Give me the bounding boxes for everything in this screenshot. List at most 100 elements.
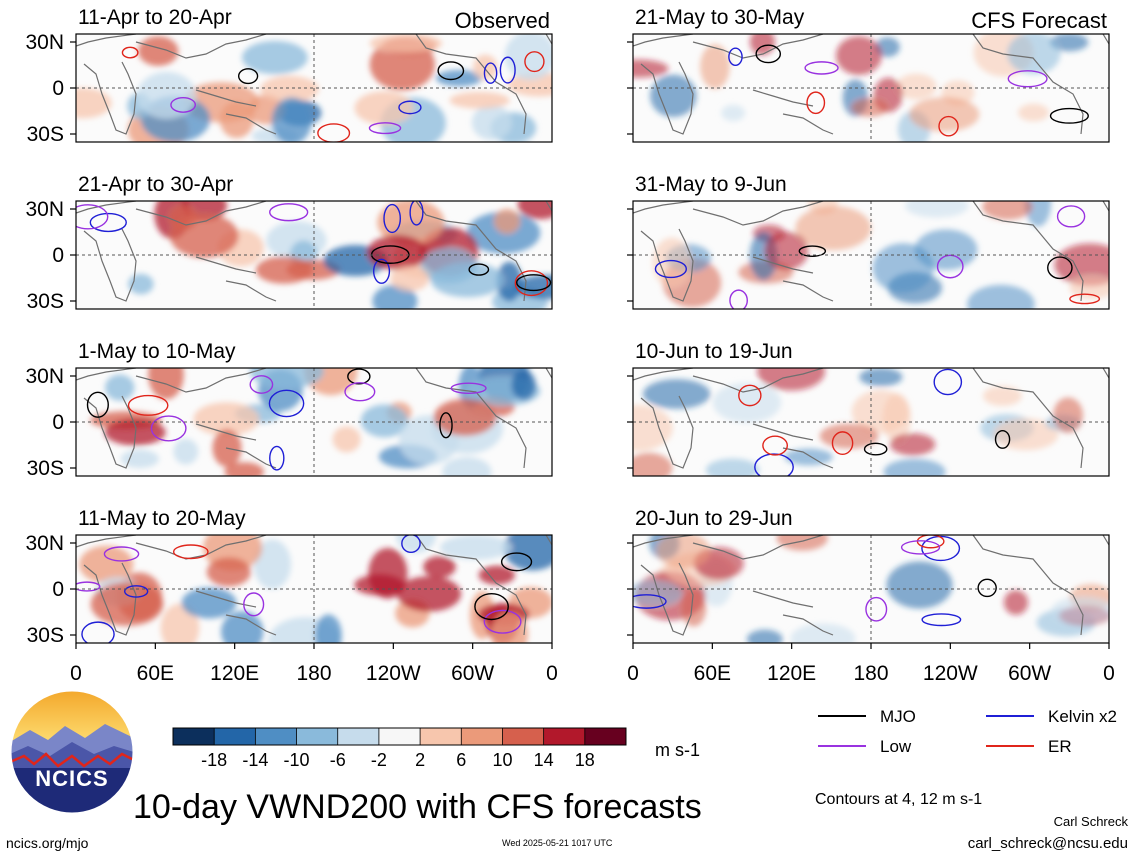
contour-line xyxy=(103,546,140,562)
panel-date-range: 11-Apr to 20-Apr xyxy=(78,6,232,29)
wind-anomaly-blob xyxy=(219,101,254,139)
contour-line xyxy=(483,609,522,634)
wind-anomaly-blob xyxy=(650,74,697,118)
wind-anomaly-blob xyxy=(367,234,427,271)
website-link[interactable]: ncics.org/mjo xyxy=(6,835,89,851)
wind-anomaly-blob xyxy=(982,201,1033,220)
contour-line xyxy=(900,540,941,555)
author-email: carl_schreck@ncsu.edu xyxy=(968,835,1128,852)
wind-field xyxy=(633,201,1109,309)
contour-line xyxy=(268,389,305,418)
wind-anomaly-blob xyxy=(859,368,903,387)
contour-line xyxy=(89,212,127,233)
wind-anomaly-blob xyxy=(221,611,264,643)
wind-anomaly-blob xyxy=(757,368,826,391)
colorbar-swatch xyxy=(543,728,586,745)
coastline xyxy=(752,256,834,302)
colorbar-tick-label: -2 xyxy=(371,750,387,770)
wind-anomaly-blob xyxy=(439,535,512,560)
wind-anomaly-blob xyxy=(354,91,414,125)
contour-line xyxy=(170,97,197,113)
signal-contours xyxy=(738,368,1011,476)
contour-line xyxy=(499,56,516,84)
x-tick-label: 120W xyxy=(366,662,421,685)
signal-contours xyxy=(728,44,1089,137)
x-tick-label: 60E xyxy=(137,662,174,685)
coastline xyxy=(1102,368,1109,379)
coastline xyxy=(76,201,137,302)
coastline xyxy=(972,368,1084,469)
contour-line xyxy=(921,613,962,627)
wind-anomaly-blob xyxy=(872,243,934,293)
wind-field xyxy=(76,535,552,643)
ncics-logo xyxy=(10,690,134,814)
map-panel: 30N 0 30S 11-May to 20-May xyxy=(25,507,553,647)
wind-anomaly-blob xyxy=(652,237,692,288)
contour-line xyxy=(372,258,391,284)
contour-line xyxy=(654,259,688,279)
y-tick-label: 0 xyxy=(52,77,64,100)
coastline xyxy=(545,201,552,212)
contour-line xyxy=(729,289,748,309)
wind-anomaly-blob xyxy=(271,97,312,142)
figure-title: 10-day VWND200 with CFS forecasts xyxy=(133,788,702,826)
wind-anomaly-blob xyxy=(249,368,324,389)
continent-outlines xyxy=(633,201,1109,302)
coastline xyxy=(1102,201,1109,212)
wind-anomaly-blob xyxy=(790,623,856,643)
signal-contours xyxy=(76,535,533,643)
wind-anomaly-blob xyxy=(390,265,430,292)
map-panel: 10-Jun to 19-Jun xyxy=(627,340,1110,477)
wind-anomaly-blob xyxy=(493,208,521,234)
colorbar-tick-label: -14 xyxy=(242,750,268,770)
x-tick-label: 60E xyxy=(694,662,731,685)
colorbar-tick-label: 10 xyxy=(492,750,512,770)
contour-line xyxy=(468,263,490,276)
colorbar-swatch xyxy=(502,728,545,745)
wind-anomaly-blob xyxy=(442,456,492,476)
contour-line xyxy=(437,61,465,81)
contour-line xyxy=(762,435,789,456)
coastline xyxy=(135,201,267,226)
contour-line xyxy=(368,122,402,135)
coastline xyxy=(633,201,694,302)
wind-anomaly-blob xyxy=(137,71,197,119)
coastline xyxy=(752,423,834,469)
wind-anomaly-blob xyxy=(896,73,937,100)
contour-line xyxy=(1007,70,1048,88)
legend-label: ER xyxy=(1048,737,1072,756)
contour-line xyxy=(936,254,964,279)
coastline xyxy=(1102,34,1109,45)
colorbar-swatch xyxy=(255,728,298,745)
wind-anomaly-blob xyxy=(1053,397,1084,433)
wind-anomaly-blob xyxy=(511,370,536,400)
contour-line xyxy=(474,592,509,621)
timestamp: Wed 2025-05-21 1017 UTC xyxy=(502,838,613,848)
colorbar-swatch xyxy=(296,728,339,745)
contour-line xyxy=(804,61,839,75)
coastline xyxy=(195,590,277,636)
wind-anomaly-blob xyxy=(1017,103,1050,122)
continent-outlines xyxy=(633,535,1109,636)
coastline xyxy=(76,368,137,469)
wind-anomaly-blob xyxy=(369,34,443,53)
colorbar-tick-label: 14 xyxy=(534,750,554,770)
contour-line xyxy=(121,46,139,59)
contour-note: Contours at 4, 12 m s-1 xyxy=(815,791,982,808)
coastline xyxy=(545,368,552,379)
wind-anomaly-blob xyxy=(819,423,879,449)
contour-line xyxy=(269,445,285,471)
panel-date-range: 1-May to 10-May xyxy=(78,340,236,363)
wind-anomaly-blob xyxy=(449,91,510,109)
wind-anomaly-blob xyxy=(851,98,889,117)
logo-text: NCICS xyxy=(35,766,109,791)
colorbar-swatch xyxy=(461,728,503,745)
coastline xyxy=(972,535,1084,636)
contour-line xyxy=(243,592,265,617)
wind-anomaly-blob xyxy=(128,273,154,295)
x-tick-label: 120W xyxy=(923,662,978,685)
wind-anomaly-blob xyxy=(721,104,746,122)
colorbar-swatch xyxy=(420,728,462,745)
signal-contours xyxy=(76,201,552,297)
contour-line xyxy=(344,382,376,402)
